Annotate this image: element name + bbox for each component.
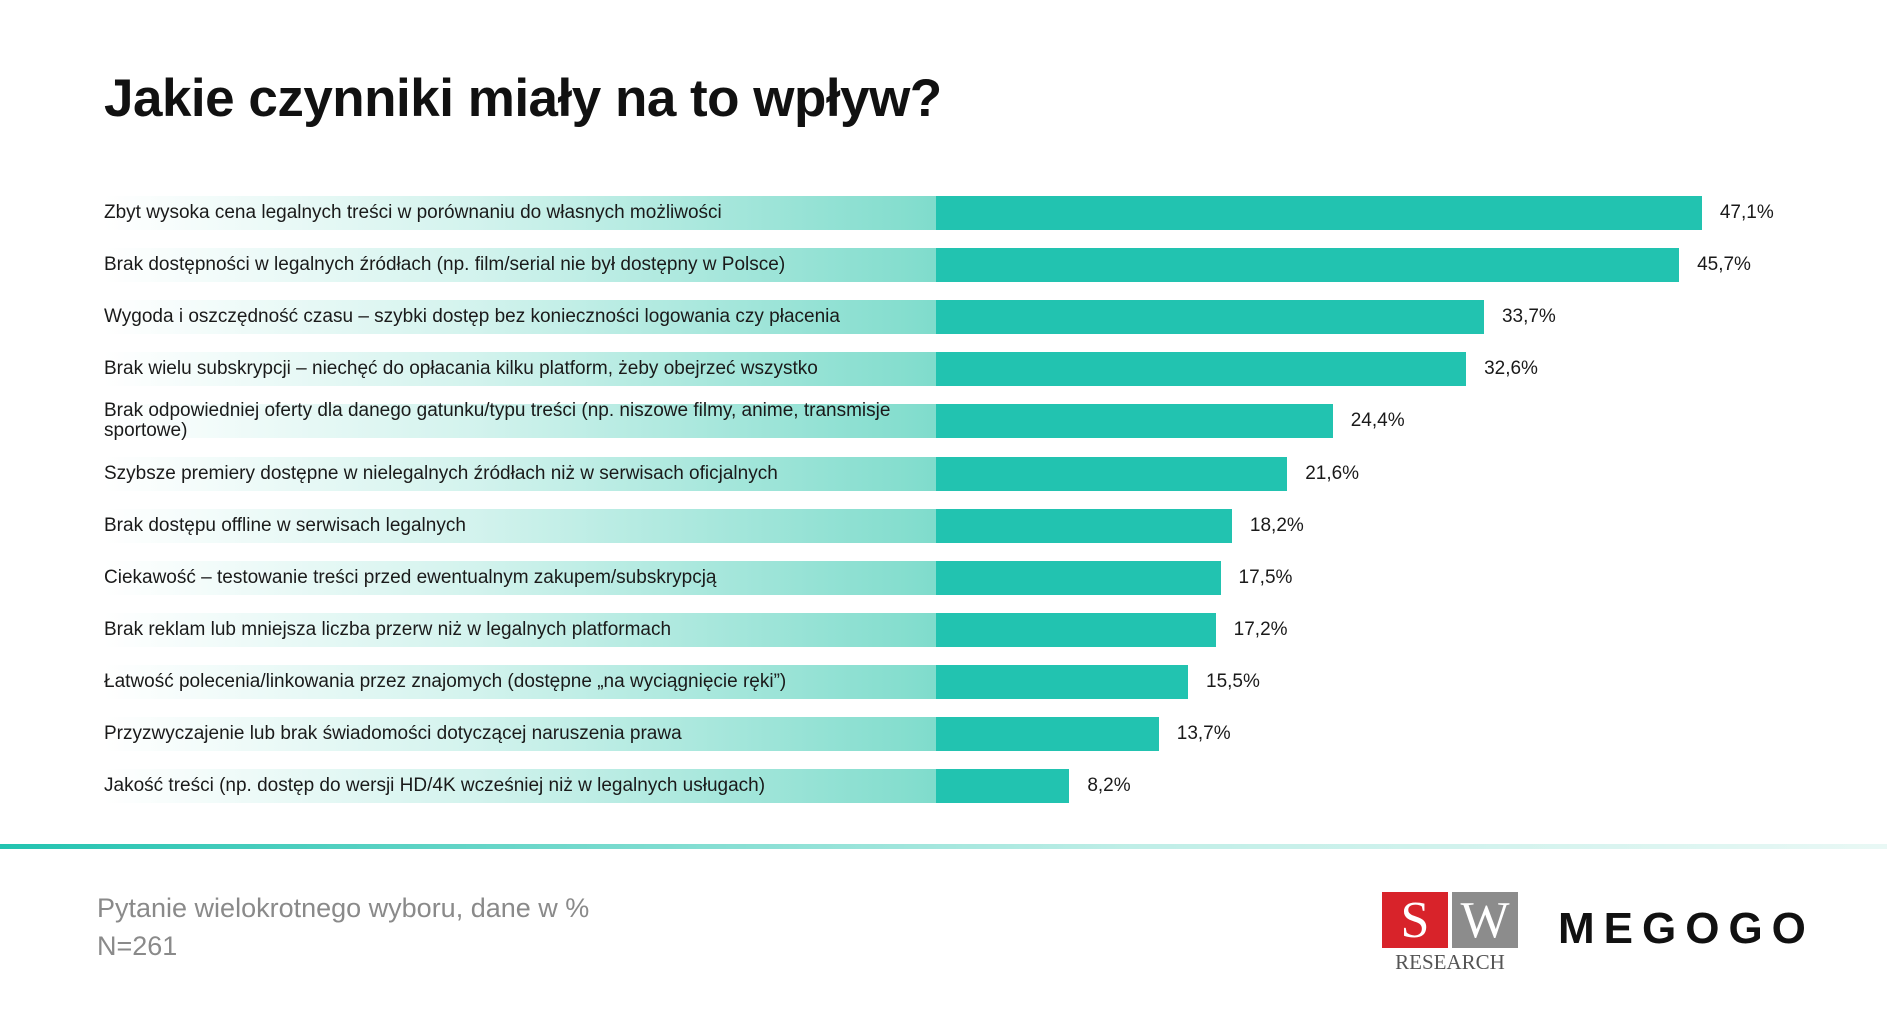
bar [936, 560, 1221, 595]
category-text: Jakość treści (np. dostęp do wersji HD/4… [104, 775, 766, 797]
value-label: 17,5% [1238, 566, 1293, 588]
label-band [104, 300, 936, 335]
bar [936, 717, 1159, 751]
category-label: Szybsze premiery dostępne w nielegalnych… [104, 453, 904, 495]
bar [936, 456, 1288, 491]
category-text: Brak reklam lub mniejsza liczba przerw n… [104, 618, 672, 640]
category-text: Brak wielu subskrypcji – niechęć do opła… [104, 358, 818, 380]
category-text: Zbyt wysoka cena legalnych treści w poró… [104, 202, 722, 223]
logo-letter: S [1382, 892, 1448, 949]
chart-title: Jakie czynniki miały na to wpływ? [104, 69, 942, 128]
value-label: 45,7% [1697, 254, 1751, 276]
value-label: 32,6% [1484, 358, 1538, 380]
bar [936, 300, 1484, 335]
category-label: Ciekawość – testowanie treści przed ewen… [104, 557, 904, 599]
category-label: Jakość treści (np. dostęp do wersji HD/4… [104, 765, 904, 807]
label-band [104, 196, 936, 230]
category-label: Brak dostępu offline w serwisach legalny… [104, 505, 904, 547]
value-label: 13,7% [1176, 723, 1231, 744]
bar [936, 352, 1467, 387]
category-text: Ciekawość – testowanie treści przed ewen… [104, 566, 717, 588]
category-text: Przyzwyczajenie lub brak świadomości dot… [104, 723, 682, 744]
category-label: Przyzwyczajenie lub brak świadomości dot… [104, 713, 904, 755]
label-band [104, 612, 936, 647]
value-label: 17,2% [1233, 618, 1288, 640]
value-label: 15,5% [1206, 670, 1260, 692]
label-band [104, 352, 936, 387]
category-text: Łatwość polecenia/linkowania przez znajo… [104, 670, 787, 692]
bar [936, 508, 1232, 543]
label-band [104, 769, 936, 804]
category-label: Zbyt wysoka cena legalnych treści w poró… [104, 192, 904, 234]
label-band [104, 248, 936, 283]
category-text: Brak dostępu offline w serwisach legalny… [104, 514, 466, 536]
category-label: Brak reklam lub mniejsza liczba przerw n… [104, 609, 904, 651]
category-text: Brak dostępności w legalnych źródłach (n… [104, 254, 786, 276]
footnote: Pytanie wielokrotnego wyboru, dane w % [97, 893, 590, 923]
bar [936, 612, 1216, 647]
logo-letter: W [1452, 892, 1518, 949]
bar [936, 769, 1070, 804]
category-text: Brak odpowiedniej oferty dla danego gatu… [104, 400, 891, 442]
label-band [104, 404, 936, 439]
logo-caption: RESEARCH [1395, 950, 1505, 974]
value-label: 8,2% [1087, 775, 1131, 797]
value-label: 18,2% [1249, 514, 1304, 536]
sample-size: N=261 [97, 931, 178, 961]
category-text: Wygoda i oszczędność czasu – szybki dost… [104, 306, 840, 328]
category-label: Wygoda i oszczędność czasu – szybki dost… [104, 296, 904, 338]
label-band [104, 560, 936, 595]
value-label: 47,1% [1719, 202, 1774, 223]
category-label: Łatwość polecenia/linkowania przez znajo… [104, 661, 904, 703]
label-band [104, 456, 936, 491]
divider [0, 844, 1887, 849]
logo: MEGOGO [1558, 904, 1815, 953]
value-label: 24,4% [1350, 410, 1405, 432]
category-label: Brak dostępności w legalnych źródłach (n… [104, 244, 904, 286]
label-band [104, 508, 936, 543]
label-band [104, 664, 936, 699]
bar [936, 248, 1680, 283]
category-label: Brak wielu subskrypcji – niechęć do opła… [104, 348, 904, 390]
bar [936, 404, 1333, 439]
bar [936, 196, 1702, 230]
value-label: 21,6% [1305, 462, 1360, 484]
bar [936, 664, 1189, 699]
category-text: Szybsze premiery dostępne w nielegalnych… [104, 462, 778, 484]
category-label: Brak odpowiedniej oferty dla danego gatu… [104, 400, 904, 442]
label-band [104, 717, 936, 751]
value-label: 33,7% [1501, 306, 1556, 328]
